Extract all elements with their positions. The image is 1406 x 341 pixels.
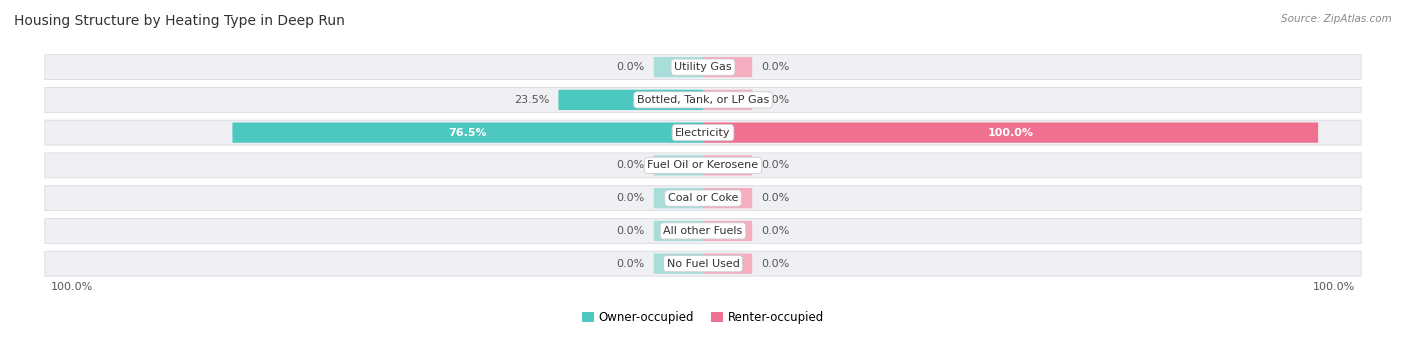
Text: 0.0%: 0.0% — [762, 258, 790, 269]
Text: Coal or Coke: Coal or Coke — [668, 193, 738, 203]
Text: 23.5%: 23.5% — [513, 95, 550, 105]
FancyBboxPatch shape — [654, 221, 703, 241]
Text: Housing Structure by Heating Type in Deep Run: Housing Structure by Heating Type in Dee… — [14, 14, 344, 28]
FancyBboxPatch shape — [703, 221, 752, 241]
FancyBboxPatch shape — [45, 153, 1361, 178]
Text: 0.0%: 0.0% — [616, 160, 644, 170]
Text: No Fuel Used: No Fuel Used — [666, 258, 740, 269]
FancyBboxPatch shape — [654, 253, 703, 274]
FancyBboxPatch shape — [45, 251, 1361, 276]
FancyBboxPatch shape — [703, 57, 752, 77]
Text: 0.0%: 0.0% — [762, 62, 790, 72]
Text: Fuel Oil or Kerosene: Fuel Oil or Kerosene — [647, 160, 759, 170]
FancyBboxPatch shape — [45, 55, 1361, 79]
Text: 0.0%: 0.0% — [762, 226, 790, 236]
FancyBboxPatch shape — [45, 219, 1361, 243]
FancyBboxPatch shape — [654, 155, 703, 176]
FancyBboxPatch shape — [45, 87, 1361, 112]
FancyBboxPatch shape — [703, 155, 752, 176]
FancyBboxPatch shape — [703, 122, 1319, 143]
FancyBboxPatch shape — [45, 186, 1361, 211]
FancyBboxPatch shape — [45, 120, 1361, 145]
Text: 100.0%: 100.0% — [987, 128, 1033, 138]
Text: 0.0%: 0.0% — [762, 193, 790, 203]
Text: Bottled, Tank, or LP Gas: Bottled, Tank, or LP Gas — [637, 95, 769, 105]
Text: 100.0%: 100.0% — [51, 282, 93, 292]
Text: 0.0%: 0.0% — [616, 193, 644, 203]
Text: Electricity: Electricity — [675, 128, 731, 138]
FancyBboxPatch shape — [654, 57, 703, 77]
Text: 0.0%: 0.0% — [616, 62, 644, 72]
Text: 0.0%: 0.0% — [762, 160, 790, 170]
Text: 76.5%: 76.5% — [449, 128, 486, 138]
FancyBboxPatch shape — [654, 188, 703, 208]
FancyBboxPatch shape — [703, 253, 752, 274]
FancyBboxPatch shape — [232, 122, 703, 143]
Text: 0.0%: 0.0% — [616, 258, 644, 269]
Text: 0.0%: 0.0% — [762, 95, 790, 105]
Text: 0.0%: 0.0% — [616, 226, 644, 236]
FancyBboxPatch shape — [703, 188, 752, 208]
FancyBboxPatch shape — [703, 90, 752, 110]
Text: Utility Gas: Utility Gas — [675, 62, 731, 72]
Legend: Owner-occupied, Renter-occupied: Owner-occupied, Renter-occupied — [576, 306, 830, 329]
FancyBboxPatch shape — [558, 90, 703, 110]
Text: 100.0%: 100.0% — [1313, 282, 1355, 292]
Text: All other Fuels: All other Fuels — [664, 226, 742, 236]
Text: Source: ZipAtlas.com: Source: ZipAtlas.com — [1281, 14, 1392, 24]
